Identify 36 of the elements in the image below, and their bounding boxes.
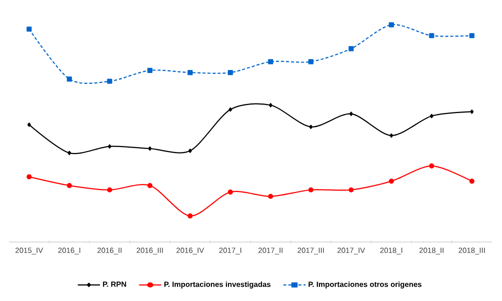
point: [188, 213, 193, 218]
point: [308, 59, 314, 64]
point: [429, 33, 434, 38]
point: [469, 178, 474, 184]
point: [66, 182, 72, 188]
point: [188, 70, 193, 76]
point: [26, 174, 32, 180]
point: [66, 76, 72, 82]
point: [388, 178, 394, 184]
point: [108, 144, 112, 149]
point: [429, 163, 434, 169]
point: [148, 146, 152, 151]
point: [147, 68, 152, 73]
point: [349, 112, 353, 116]
point: [27, 122, 31, 127]
point: [107, 187, 112, 192]
point: [68, 150, 72, 156]
point: [430, 114, 434, 118]
point: [469, 33, 474, 38]
point: [390, 133, 394, 138]
point: [26, 26, 32, 32]
point: [348, 187, 354, 192]
point: [268, 103, 272, 108]
point: [228, 189, 233, 195]
point: [188, 148, 192, 153]
point: [309, 124, 313, 130]
point: [147, 182, 152, 188]
point: [228, 70, 233, 76]
point: [268, 59, 274, 64]
point: [107, 78, 112, 84]
point: [470, 110, 474, 114]
point: [388, 22, 394, 28]
point: [308, 187, 314, 192]
point: [268, 194, 274, 199]
point: [228, 107, 232, 112]
point: [348, 46, 354, 52]
